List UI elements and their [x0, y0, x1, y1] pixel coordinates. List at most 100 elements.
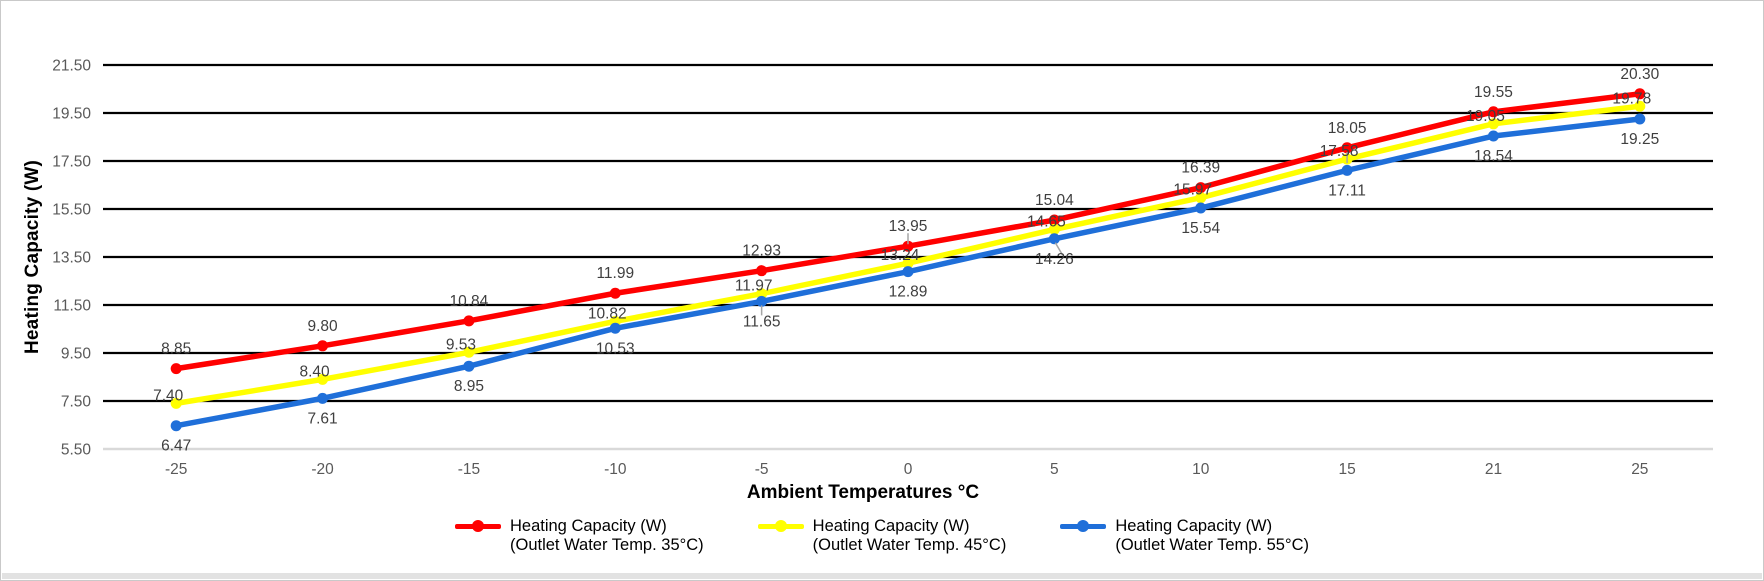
data-label: 7.40 [153, 387, 184, 404]
x-tick-label: -25 [165, 461, 187, 478]
data-point [463, 360, 475, 372]
legend-line-marker-icon [757, 517, 804, 536]
data-label: 19.78 [1612, 90, 1651, 107]
legend-label-line1: Heating Capacity (W) [509, 517, 667, 535]
legend-label: Heating Capacity (W) (Outlet Water Temp. … [510, 517, 704, 555]
y-tick-label: 13.50 [52, 250, 91, 267]
y-tick-label: 15.50 [52, 202, 91, 219]
y-tick-label: 19.50 [52, 106, 91, 123]
data-point [317, 392, 329, 404]
y-tick-label: 21.50 [52, 58, 91, 75]
data-point [170, 397, 182, 409]
series-0-data-labels: 8.85 9.80 10.84 11.99 12.93 13.95 15.04 16.39 18… [161, 66, 1659, 358]
x-tick-label: -15 [458, 461, 480, 478]
data-point [463, 315, 475, 327]
legend-entry-1: Heating Capacity (W) (Outlet Water Temp. … [757, 517, 1007, 555]
series-2-data-labels: 6.47 7.61 8.95 10.53 11.65 12.89 14.26 15.54 17.… [161, 131, 1659, 455]
x-tick-label: -10 [604, 461, 627, 478]
data-point [317, 340, 329, 352]
legend-label-line2: (Outlet Water Temp. 45°C) [812, 536, 1007, 554]
data-label: 8.85 [161, 341, 191, 358]
data-point [1341, 142, 1353, 154]
legend-entry-0: Heating Capacity (W) (Outlet Water Temp. … [454, 517, 704, 555]
data-label: 19.05 [1466, 108, 1505, 125]
data-label: 14.26 [1035, 251, 1074, 268]
legend-label: Heating Capacity (W) (Outlet Water Temp. … [1115, 517, 1309, 555]
data-point [170, 420, 182, 432]
data-point [1487, 118, 1499, 130]
legend-label-line1: Heating Capacity (W) [812, 517, 970, 535]
data-point [1195, 202, 1207, 214]
data-label: 15.97 [1173, 182, 1212, 199]
data-point [1341, 164, 1353, 176]
legend-entry-2: Heating Capacity (W) (Outlet Water Temp. … [1060, 517, 1309, 555]
x-tick-label: 25 [1631, 461, 1648, 478]
gridlines [103, 63, 1713, 451]
data-point [317, 373, 329, 385]
legend-label-line1: Heating Capacity (W) [1115, 517, 1273, 535]
data-label: 18.05 [1328, 120, 1367, 137]
y-tick-label: 7.50 [61, 394, 92, 411]
x-tick-label: 21 [1485, 461, 1502, 478]
x-tick-label: 15 [1338, 461, 1355, 478]
x-tick-label: 0 [904, 461, 913, 478]
data-label: 8.95 [454, 378, 484, 395]
data-point [756, 265, 768, 277]
data-label: 10.84 [450, 293, 489, 310]
data-label: 6.47 [161, 438, 191, 455]
data-label: 18.54 [1474, 148, 1513, 165]
series-1 [170, 100, 1646, 409]
data-point [1048, 233, 1060, 245]
y-tick-label: 5.50 [61, 442, 92, 459]
data-point [609, 287, 621, 299]
x-tick-label: 5 [1050, 461, 1059, 478]
legend-label-line2: (Outlet Water Temp. 55°C) [1115, 536, 1309, 554]
data-point [902, 266, 914, 278]
bottom-bar [2, 573, 1762, 579]
label-leader-lines [760, 152, 1348, 316]
data-point [1048, 214, 1060, 226]
data-label: 17.58 [1320, 143, 1359, 160]
data-point [1195, 192, 1207, 204]
data-label: 13.24 [881, 247, 920, 264]
data-label: 11.97 [735, 278, 773, 295]
legend-marker-dot [1077, 520, 1090, 532]
series-2 [170, 113, 1646, 432]
data-label: 14.65 [1027, 213, 1066, 230]
legend-label-line2: (Outlet Water Temp. 35°C) [509, 536, 704, 554]
data-label: 11.99 [596, 265, 634, 282]
data-label: 13.95 [889, 218, 928, 235]
data-point [902, 240, 914, 252]
data-point [1048, 223, 1060, 235]
series-0 [170, 88, 1646, 375]
data-point [609, 322, 621, 334]
y-axis-tick-labels: 21.50 19.50 17.50 15.50 13.50 11.50 9.50 7.50 5.… [52, 58, 91, 459]
data-point [1487, 106, 1499, 118]
data-label: 8.40 [299, 363, 330, 380]
data-point [756, 288, 768, 300]
data-label: 9.53 [446, 336, 476, 353]
x-tick-label: -5 [755, 461, 769, 478]
y-tick-label: 11.50 [53, 298, 91, 315]
x-axis-title: Ambient Temperatures °C [746, 482, 980, 503]
data-label: 20.30 [1620, 66, 1659, 83]
legend-line-marker-icon [1060, 517, 1107, 536]
data-label: 17.11 [1328, 182, 1366, 199]
data-label: 12.89 [889, 284, 928, 301]
legend-label: Heating Capacity (W) (Outlet Water Temp. … [813, 517, 1007, 555]
x-tick-label: -20 [311, 461, 334, 478]
x-axis-tick-labels: -25 -20 -15 -10 -5 0 5 10 15 21 25 [165, 461, 1648, 478]
legend-line-marker-icon [454, 517, 501, 536]
series-1-data-labels: 7.40 8.40 9.53 10.82 11.97 13.24 14.65 15.97 17.… [153, 90, 1651, 404]
legend-marker-dot [471, 520, 484, 532]
data-point [1634, 100, 1646, 112]
legend: Heating Capacity (W) (Outlet Water Temp. … [1, 517, 1763, 555]
data-point [463, 346, 475, 358]
x-tick-label: 10 [1192, 461, 1210, 478]
data-point [1195, 182, 1207, 194]
line-chart-plot-area: 21.50 19.50 17.50 15.50 13.50 11.50 9.50 7.50 5.… [52, 58, 1713, 478]
data-label: 7.61 [307, 410, 337, 427]
data-point [170, 363, 182, 375]
data-label: 19.55 [1474, 84, 1513, 101]
